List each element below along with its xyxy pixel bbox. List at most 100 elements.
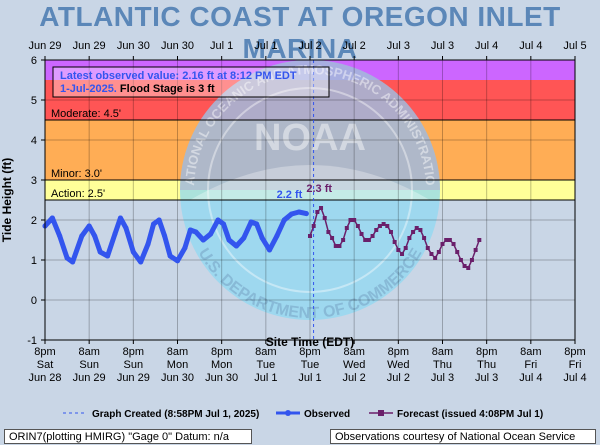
x-tick-bottom-day: Sun xyxy=(79,359,99,371)
observed-point xyxy=(123,225,129,231)
forecast-point xyxy=(425,246,430,250)
legend-forecast-marker xyxy=(368,408,394,421)
x-tick-bottom-time: 8am xyxy=(343,346,364,358)
x-tick-bottom-date: Jun 29 xyxy=(73,372,106,384)
forecast-point xyxy=(355,224,360,228)
forecast-point xyxy=(469,258,474,262)
x-tick-bottom-time: 8pm xyxy=(123,346,144,358)
x-tick-bottom-date: Jun 28 xyxy=(28,372,61,384)
forecast-point xyxy=(344,226,349,230)
footer-credit: Observations courtesy of National Ocean … xyxy=(330,429,596,444)
forecast-point xyxy=(436,250,441,254)
x-tick-bottom-date: Jun 30 xyxy=(205,372,238,384)
forecast-point xyxy=(348,218,353,222)
observed-point xyxy=(97,249,103,255)
forecast-point xyxy=(377,224,382,228)
forecast-point xyxy=(418,228,423,232)
y-tick-label: 5 xyxy=(31,95,37,107)
observed-point xyxy=(215,217,221,223)
x-tick-top-label: Jul 4 xyxy=(475,40,498,52)
y-tick-label: 6 xyxy=(31,55,37,67)
x-tick-bottom-time: 8am xyxy=(432,346,453,358)
stage-label: Moderate: 4.5' xyxy=(51,108,121,120)
forecast-point xyxy=(429,252,434,256)
x-tick-top-label: Jun 30 xyxy=(117,40,150,52)
forecast-point xyxy=(422,236,427,240)
observed-point xyxy=(221,221,227,227)
forecast-point xyxy=(411,230,416,234)
forecast-point xyxy=(447,238,452,242)
x-tick-bottom-day: Mon xyxy=(211,359,232,371)
latest-value-text: Latest observed value: 2.16 ft at 8:12 P… xyxy=(60,70,297,82)
forecast-point xyxy=(458,258,463,262)
x-tick-bottom-date: Jul 2 xyxy=(343,372,366,384)
observed-point xyxy=(79,233,85,239)
observed-point xyxy=(241,235,247,241)
observed-point xyxy=(233,243,239,249)
observed-point xyxy=(303,211,309,217)
observed-point xyxy=(187,227,193,233)
x-tick-bottom-day: Thu xyxy=(433,359,452,371)
y-tick-label: 4 xyxy=(31,135,37,147)
observed-point xyxy=(200,237,206,243)
footer-datum: ORIN7(plotting HMIRG) "Gage 0" Datum: n/… xyxy=(4,429,252,444)
observed-point xyxy=(274,233,280,239)
title-bar: ATLANTIC COAST AT OREGON INLET MARINA xyxy=(0,0,600,64)
latest-value-box xyxy=(52,66,330,98)
x-tick-top-label: Jul 5 xyxy=(563,40,586,52)
forecast-point xyxy=(451,242,456,246)
x-tick-bottom-day: Thu xyxy=(477,359,496,371)
forecast-point xyxy=(414,226,419,230)
observed-point xyxy=(156,217,162,223)
y-tick-label: 1 xyxy=(31,255,37,267)
forecast-point xyxy=(385,224,390,228)
forecast-point xyxy=(370,234,375,238)
observed-point xyxy=(92,233,98,239)
observed-point xyxy=(86,223,92,229)
x-tick-bottom-date: Jun 29 xyxy=(117,372,150,384)
x-tick-bottom-day: Wed xyxy=(343,359,365,371)
x-tick-bottom-day: Tue xyxy=(257,359,276,371)
observed-point xyxy=(259,235,265,241)
x-tick-top-label: Jul 2 xyxy=(343,40,366,52)
observed-point xyxy=(57,233,63,239)
x-tick-bottom-time: 8am xyxy=(78,346,99,358)
forecast-point xyxy=(352,218,357,222)
forecast-point xyxy=(444,238,449,242)
footer-datum-text: ORIN7(plotting HMIRG) "Gage 0" Datum: n/… xyxy=(9,431,229,443)
x-tick-bottom-time: 8pm xyxy=(34,346,55,358)
forecast-point xyxy=(466,266,471,270)
forecast-point xyxy=(374,228,379,232)
y-tick-label: 2 xyxy=(31,215,37,227)
forecast-point xyxy=(359,232,364,236)
observed-point xyxy=(289,211,295,217)
observed-point xyxy=(226,237,232,243)
watermark-gull xyxy=(190,165,430,200)
observed-point xyxy=(64,255,70,261)
flood-stage-text: 1-Jul-2025. Flood Stage is 3 ft xyxy=(60,83,215,95)
x-tick-bottom-time: 8pm xyxy=(211,346,232,358)
x-tick-top-label: Jun 30 xyxy=(161,40,194,52)
forecast-point xyxy=(319,206,324,210)
observed-point xyxy=(193,229,199,235)
x-tick-bottom-time: 8am xyxy=(167,346,188,358)
observed-point xyxy=(167,253,173,259)
observed-point xyxy=(105,253,111,259)
observed-point xyxy=(296,209,302,215)
x-tick-top-label: Jun 29 xyxy=(73,40,106,52)
x-tick-bottom-day: Fri xyxy=(569,359,582,371)
forecast-point xyxy=(473,248,478,252)
observed-point xyxy=(145,241,151,247)
x-tick-bottom-time: 8am xyxy=(255,346,276,358)
observed-point xyxy=(267,247,273,253)
x-tick-bottom-time: 8am xyxy=(520,346,541,358)
x-tick-bottom-day: Fri xyxy=(524,359,537,371)
x-tick-bottom-date: Jul 4 xyxy=(563,372,586,384)
x-tick-bottom-date: Jul 1 xyxy=(254,372,277,384)
x-tick-bottom-date: Jul 2 xyxy=(387,372,410,384)
observed-point xyxy=(130,249,136,255)
legend: Graph Created (8:58PM Jul 1, 2025) Observ… xyxy=(0,405,600,425)
observed-point xyxy=(162,233,168,239)
stage-label: Action: 2.5' xyxy=(51,188,105,200)
